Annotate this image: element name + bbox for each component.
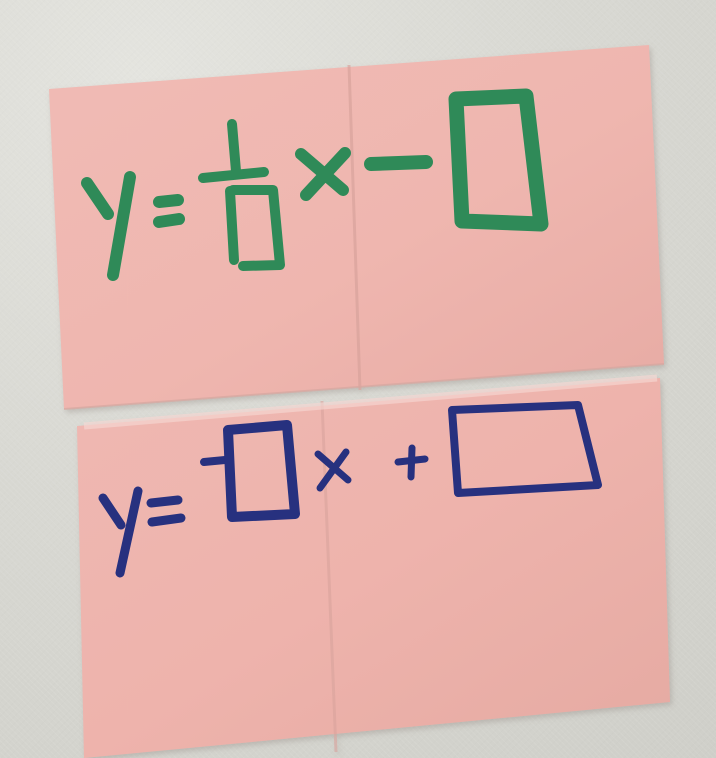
green-blank-box xyxy=(448,88,549,232)
green-y-right-stroke xyxy=(107,171,136,281)
green-equation-handwriting xyxy=(81,88,549,281)
blue-first-blank-box xyxy=(223,420,300,522)
blue-second-blank-box xyxy=(448,401,602,497)
blue-equals-bottom xyxy=(147,513,186,527)
top-note-paper xyxy=(49,45,664,409)
top-note-edge-shadow xyxy=(63,363,665,410)
green-y-left-stroke xyxy=(81,177,114,220)
green-equals-top xyxy=(153,194,184,208)
bottom-note-card xyxy=(77,374,670,758)
green-fraction-numerator xyxy=(227,119,241,176)
blue-equals-top xyxy=(146,495,183,508)
blue-y-right-stroke xyxy=(115,486,143,578)
blue-x-stroke-b xyxy=(316,448,350,492)
green-minus-sign xyxy=(364,155,433,171)
blue-negative-sign xyxy=(200,456,229,466)
blue-plus-vertical xyxy=(407,444,416,481)
top-note-card xyxy=(49,45,665,410)
green-fraction-denominator-right xyxy=(228,185,285,271)
blue-equation-handwriting xyxy=(98,401,602,578)
bottom-note-paper xyxy=(77,378,670,758)
green-equals-bottom xyxy=(153,213,185,228)
green-x-stroke-b xyxy=(300,147,351,201)
blue-y-left-stroke xyxy=(98,493,126,530)
top-note-fold xyxy=(347,64,362,391)
bottom-note-top-highlight xyxy=(83,374,658,430)
green-fraction-denominator-left xyxy=(225,186,239,265)
green-fraction-bar xyxy=(198,167,269,183)
